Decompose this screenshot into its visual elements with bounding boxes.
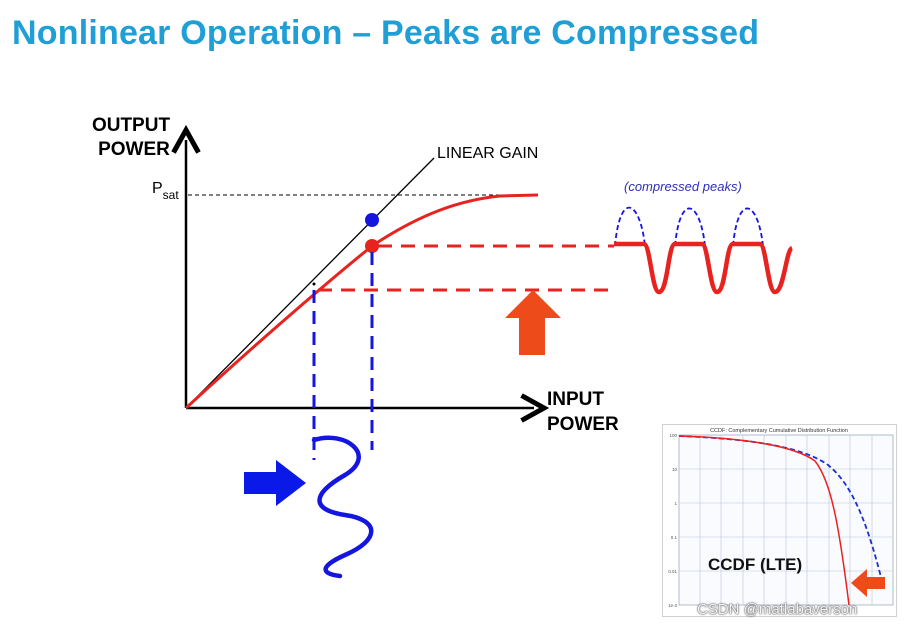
- compressed-peaks-label: (compressed peaks): [624, 179, 742, 194]
- ccdf-inset: CCDF: Complementary Cumulative Distribut…: [662, 424, 897, 617]
- linear-gain-label: LINEAR GAIN: [437, 145, 538, 162]
- watermark: CSDN @matlabaverson: [697, 601, 858, 618]
- ccdf-ytick: 1e-3: [668, 603, 678, 608]
- input-power-label-2: POWER: [547, 414, 619, 435]
- input-sine-wave: [311, 435, 374, 579]
- ccdf-ytick: 0.1: [671, 535, 678, 540]
- output-power-label-2: POWER: [98, 139, 170, 160]
- ccdf-red-arrow: [851, 569, 885, 597]
- output-power-label: OUTPUT: [92, 115, 171, 136]
- ccdf-ytick: 1: [674, 501, 677, 506]
- ccdf-clipped-curve: [678, 435, 850, 606]
- blue-right-arrow: [244, 460, 306, 506]
- linear-gain-line: [185, 157, 435, 409]
- input-power-label: INPUT: [547, 389, 604, 410]
- linear-peak-point: [365, 213, 379, 227]
- ccdf-ytick: 10: [672, 467, 678, 472]
- compressed-output-wave: [614, 241, 794, 295]
- ccdf-ytick: 100: [669, 433, 677, 438]
- psat-label: Psat: [152, 180, 179, 202]
- compressed-peak-point: [365, 239, 379, 253]
- ccdf-inset-title: CCDF: Complementary Cumulative Distribut…: [710, 428, 848, 434]
- ccdf-caption: CCDF (LTE): [708, 555, 802, 574]
- page-title: Nonlinear Operation – Peaks are Compress…: [12, 14, 760, 52]
- ccdf-ytick: 0.01: [668, 569, 677, 574]
- red-up-arrow: [505, 290, 561, 355]
- original-peaks-dashed: [614, 206, 764, 247]
- compression-curve: [184, 193, 539, 410]
- ccdf-grid: [678, 434, 894, 606]
- operating-point: [312, 282, 316, 286]
